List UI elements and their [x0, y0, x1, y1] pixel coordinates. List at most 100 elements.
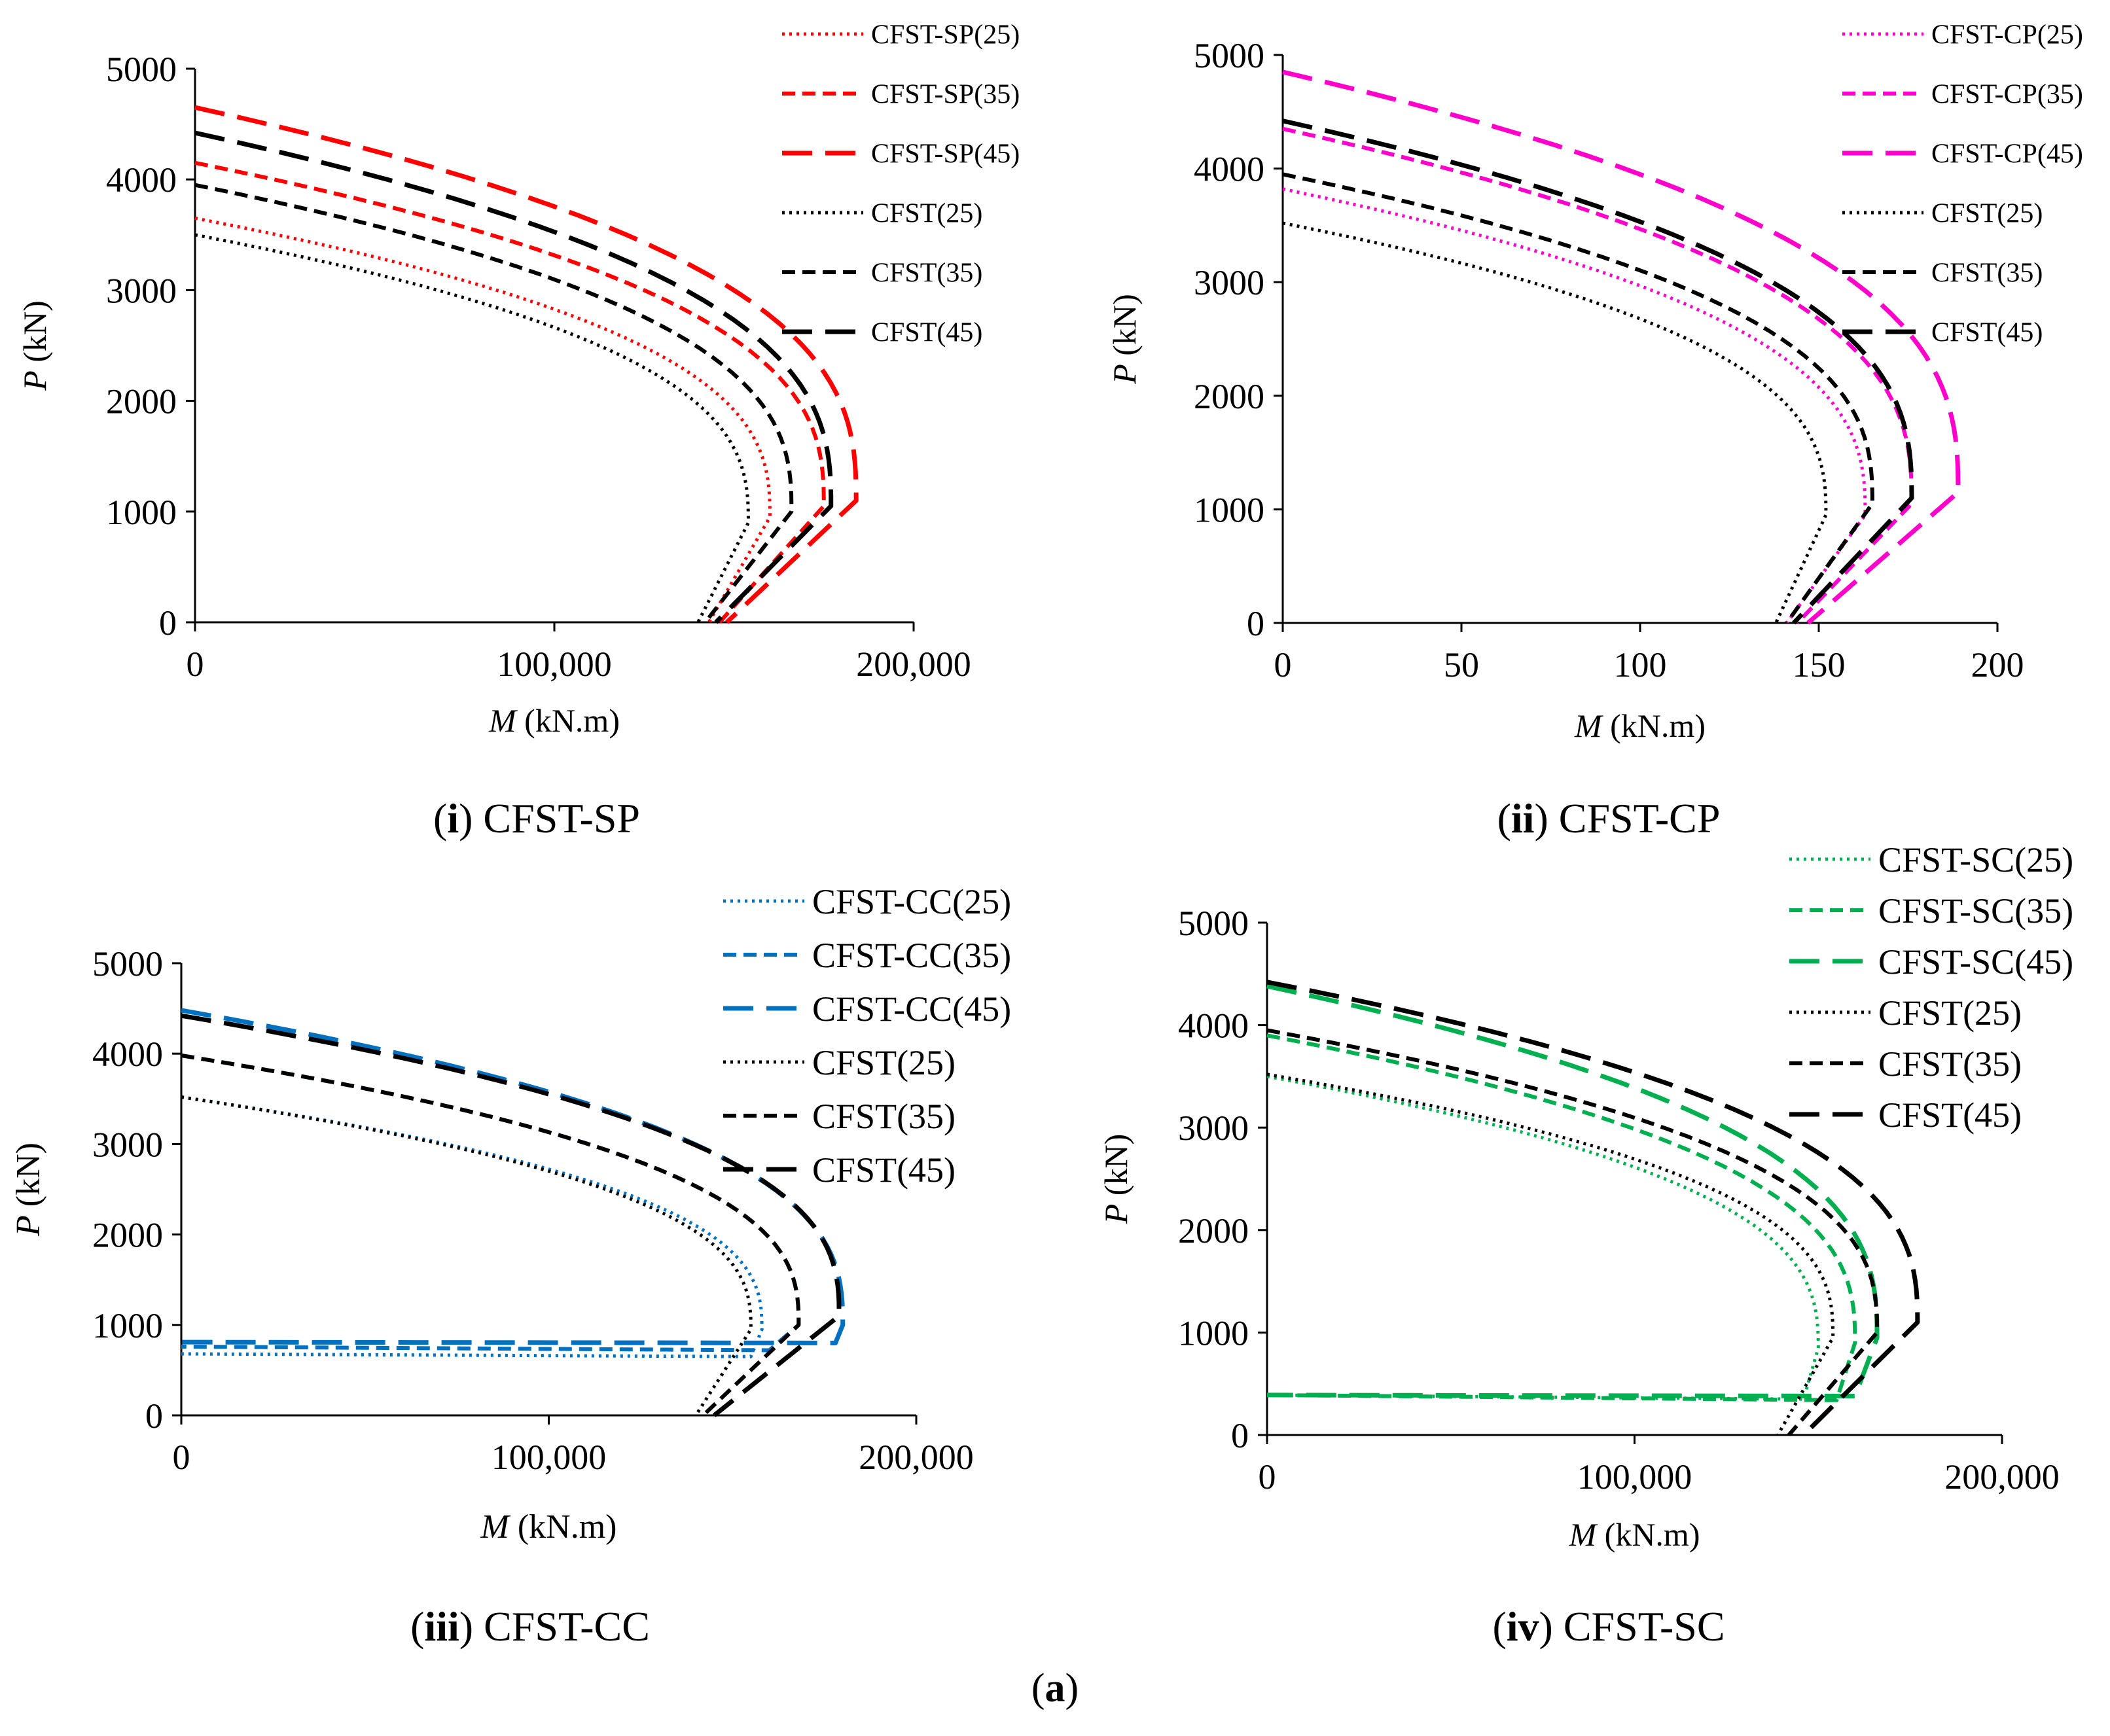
- series-line-cfst-sc-25-: [1267, 1076, 1818, 1399]
- panel-caption: (ii) CFST-CP: [1497, 795, 1721, 841]
- y-tick-label: 5000: [1194, 36, 1264, 75]
- x-tick-label: 150: [1793, 645, 1846, 684]
- legend-label: CFST-CC(35): [812, 936, 1011, 975]
- legend-label: CFST-SC(45): [1878, 942, 2073, 982]
- y-tick-label: 0: [159, 603, 177, 643]
- x-tick-label: 200,000: [859, 1438, 974, 1477]
- y-tick-label: 1000: [1178, 1313, 1249, 1353]
- legend-label: CFST-CP(25): [1931, 20, 2083, 50]
- x-tick-label: 0: [173, 1438, 190, 1477]
- series-line-cfst-35-: [181, 1055, 798, 1415]
- series-line-cfst-cp-35-: [1283, 129, 1912, 623]
- legend-label: CFST-CP(35): [1931, 80, 2083, 110]
- legend-label: CFST(35): [812, 1097, 956, 1136]
- legend-label: CFST-CP(45): [1931, 139, 2083, 169]
- x-tick-label: 100,000: [492, 1438, 607, 1477]
- y-axis-label: P (kN): [16, 300, 53, 391]
- x-tick-label: 200,000: [856, 645, 971, 684]
- y-tick-label: 3000: [92, 1125, 163, 1164]
- x-tick-label: 200,000: [1944, 1457, 2060, 1497]
- series-line-cfst-cc-35-: [181, 1055, 798, 1351]
- legend-label: CFST(45): [871, 318, 982, 348]
- x-axis-label: M (kN.m): [1574, 707, 1706, 744]
- figure-canvas: (a) 0100020003000400050000 100,000 200,000…: [0, 0, 2110, 1736]
- series-line-cfst-45-: [1267, 982, 1918, 1435]
- y-tick-label: 2000: [92, 1216, 163, 1255]
- y-tick-label: 0: [1231, 1416, 1249, 1455]
- series-line-cfst-cc-25-: [181, 1097, 762, 1357]
- y-axis-label: P (kN): [10, 1143, 47, 1237]
- legend-label: CFST-SC(25): [1878, 840, 2073, 879]
- chart-panel-3: 0 1000 2000 3000 4000 5000 0 100,000 200,000 M (k…: [10, 882, 1011, 1650]
- chart-panel-4: 0 1000 2000 3000 4000 5000 0 100,000 200,000 M (k…: [1098, 840, 2073, 1650]
- y-tick-label: 4000: [106, 160, 177, 200]
- x-tick-label: 200: [1971, 645, 2024, 684]
- x-tick-label: 100,000: [497, 645, 612, 684]
- legend-label: CFST(25): [1931, 199, 2043, 229]
- legend: CFST-SP(25) CFST-SP(35) CFST-SP(45) CFST(25…: [782, 20, 1020, 348]
- legend-label: CFST(25): [871, 199, 982, 229]
- legend: CFST-CP(25) CFST-CP(35) CFST-CP(45) CFST(25…: [1842, 20, 2083, 348]
- series-line-cfst-35-: [195, 185, 791, 622]
- y-tick-label: 5000: [106, 50, 177, 89]
- y-tick-label: 0: [145, 1396, 163, 1436]
- x-axis-label: M (kN.m): [480, 1508, 617, 1546]
- legend-label: CFST-SP(35): [871, 80, 1020, 110]
- y-tick-label: 3000: [106, 271, 177, 310]
- legend-label: CFST(35): [1878, 1044, 2022, 1084]
- series-line-cfst-sc-35-: [1267, 1035, 1855, 1400]
- series-line-cfst-45-: [181, 1016, 839, 1415]
- y-tick-label: 2000: [106, 382, 177, 421]
- x-axis-label: M (kN.m): [1569, 1516, 1700, 1553]
- y-tick-label: 3000: [1178, 1108, 1249, 1148]
- y-tick-label: 3000: [1194, 263, 1264, 302]
- legend-label: CFST(35): [871, 258, 982, 289]
- series-line-cfst-45-: [1283, 121, 1912, 623]
- legend-label: CFST(45): [1931, 318, 2043, 348]
- series-line-cfst-25-: [1267, 1074, 1833, 1435]
- legend-label: CFST(25): [812, 1043, 956, 1082]
- legend-label: CFST-CC(45): [812, 989, 1011, 1029]
- y-tick-label: 5000: [92, 944, 163, 983]
- x-tick-label: 0: [1259, 1457, 1276, 1497]
- panel-caption: (iii) CFST-CC: [410, 1603, 650, 1650]
- x-tick-label: 0: [1274, 645, 1292, 684]
- y-tick-label: 2000: [1178, 1211, 1249, 1250]
- y-axis-label: P (kN): [1106, 294, 1143, 384]
- series-line-cfst-25-: [195, 235, 749, 622]
- series-line-cfst-25-: [181, 1097, 751, 1416]
- series-line-cfst-35-: [1267, 1030, 1877, 1435]
- legend-label: CFST(35): [1931, 258, 2043, 289]
- x-tick-label: 100: [1614, 645, 1667, 684]
- y-tick-label: 0: [1247, 604, 1264, 643]
- legend-label: CFST(45): [812, 1150, 956, 1190]
- y-tick-label: 4000: [1178, 1006, 1249, 1046]
- x-tick-label: 0: [187, 645, 204, 684]
- x-axis-label: M (kN.m): [488, 702, 620, 739]
- legend-label: CFST-CC(25): [812, 882, 1011, 921]
- legend-label: CFST(45): [1878, 1095, 2022, 1135]
- series-line-cfst-sp-35-: [195, 163, 824, 622]
- y-tick-label: 5000: [1178, 904, 1249, 943]
- series-line-cfst-cc-45-: [181, 1010, 843, 1343]
- legend: CFST-CC(25) CFST-CC(35) CFST-CC(45) CFST(25…: [723, 882, 1011, 1190]
- y-tick-label: 4000: [92, 1035, 163, 1074]
- legend-label: CFST-SC(35): [1878, 891, 2073, 930]
- series-line-cfst-cp-25-: [1283, 189, 1865, 623]
- y-tick-label: 1000: [106, 493, 177, 532]
- series-line-cfst-sp-25-: [195, 218, 770, 622]
- panel-caption: (i) CFST-SP: [433, 795, 640, 841]
- x-tick-label: 100,000: [1577, 1457, 1692, 1497]
- panel-caption: (iv) CFST-SC: [1492, 1603, 1725, 1650]
- legend-label: CFST-SP(45): [871, 139, 1020, 169]
- y-tick-label: 1000: [1194, 490, 1264, 529]
- y-tick-label: 4000: [1194, 150, 1264, 189]
- legend: CFST-SC(25) CFST-SC(35) CFST-SC(45) CFST(25…: [1789, 840, 2073, 1135]
- legend-label: CFST(25): [1878, 993, 2022, 1033]
- series-line-cfst-35-: [1283, 174, 1872, 623]
- figure-label: (a): [1031, 1666, 1079, 1710]
- chart-panel-1: 0 1000 2000 3000 4000 5000 0 100,000 200,000 M (k…: [16, 20, 1020, 841]
- y-axis-label: P (kN): [1098, 1134, 1134, 1224]
- y-tick-label: 1000: [92, 1306, 163, 1345]
- y-tick-label: 2000: [1194, 377, 1264, 416]
